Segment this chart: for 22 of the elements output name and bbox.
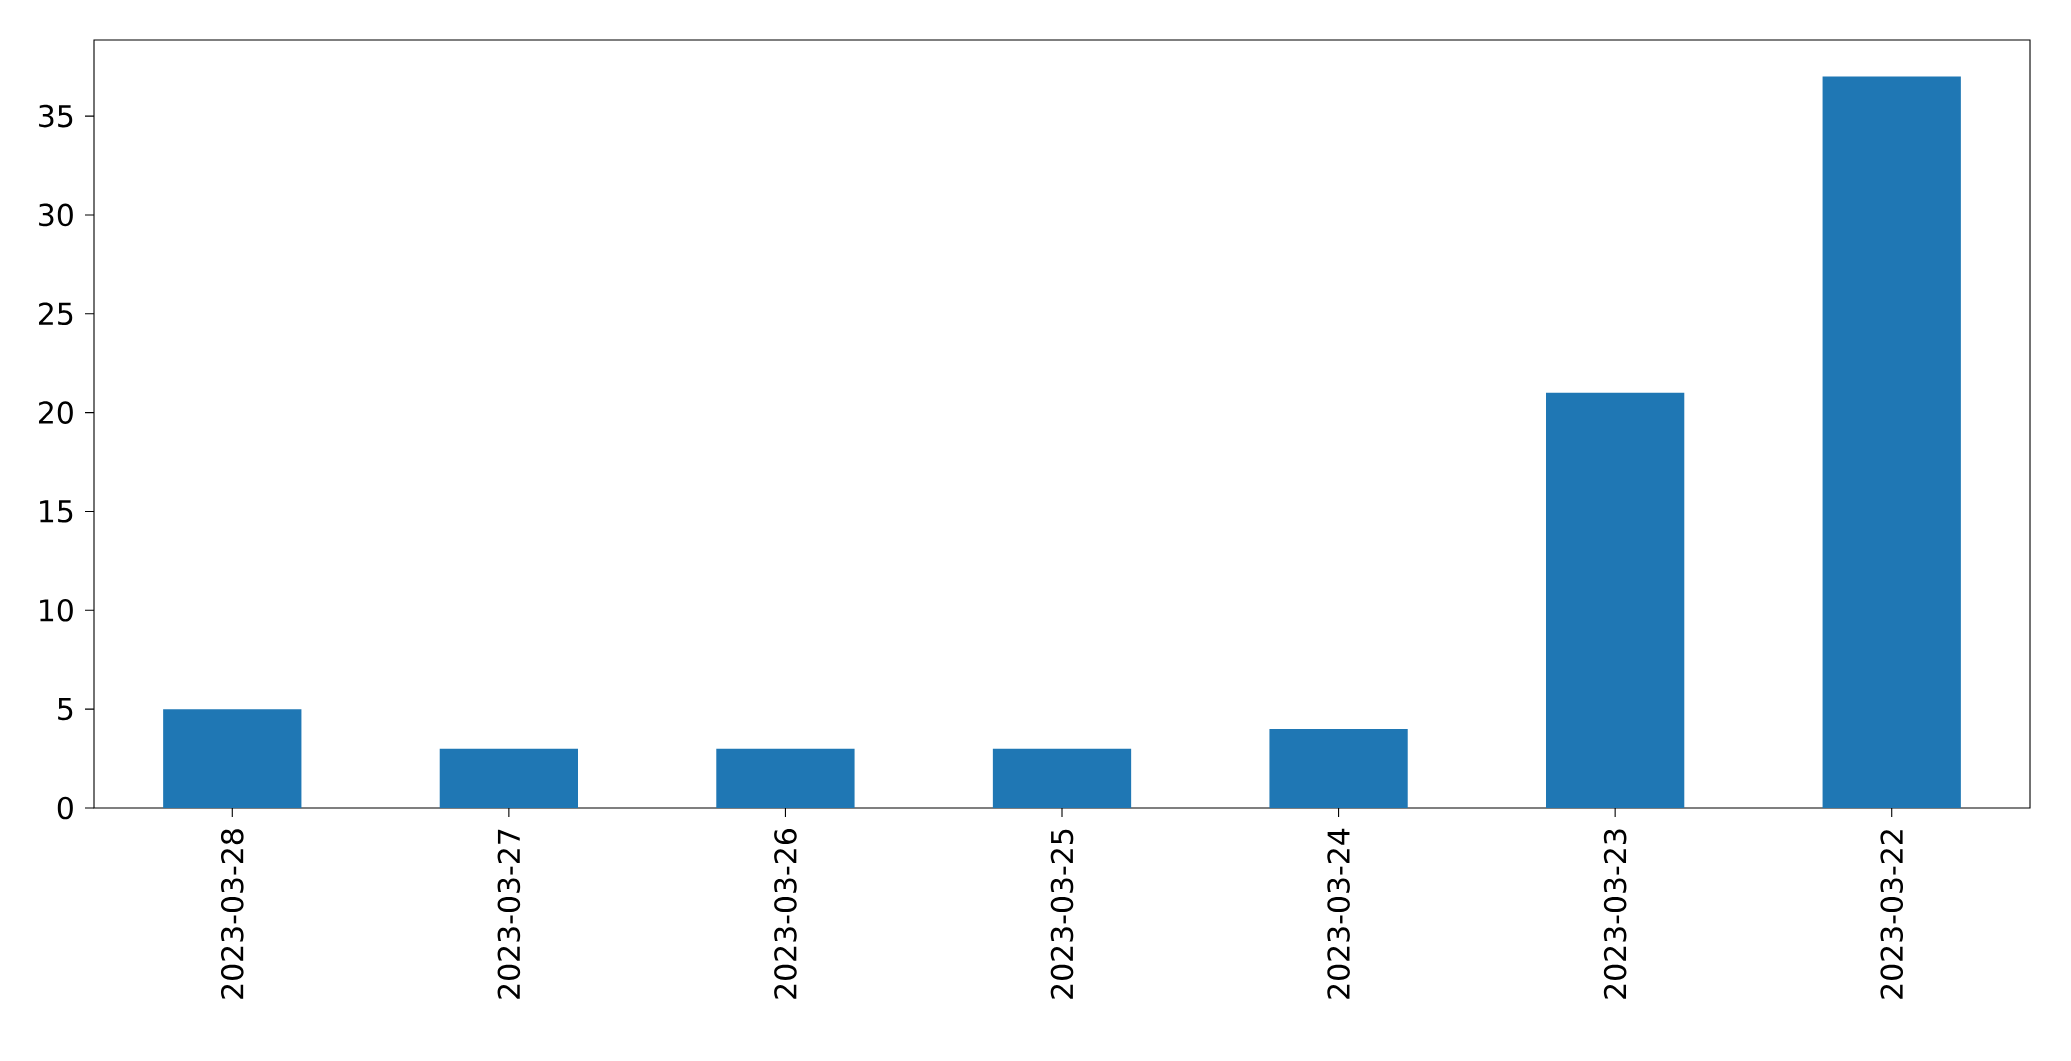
x-tick-label: 2023-03-22: [1880, 830, 1904, 999]
y-tick-label: 5: [58, 698, 73, 721]
y-tick-label: 0: [57, 796, 73, 820]
x-tick-label: 2023-03-26: [774, 829, 797, 999]
x-tick-label: 2023-03-24: [1327, 828, 1350, 999]
bar: [439, 748, 578, 808]
x-tick-label: 2023-03-23: [1603, 829, 1627, 999]
x-tick-label: 2023-03-28: [220, 829, 244, 999]
bar: [992, 748, 1132, 808]
bar: [716, 748, 855, 808]
bar: [1546, 392, 1685, 808]
y-tick-label: 35: [39, 104, 73, 128]
y-tick-label: 30: [39, 203, 73, 227]
y-tick-label: 10: [40, 599, 73, 622]
x-tick-label: 2023-03-27: [497, 829, 521, 999]
y-tick-label: 15: [40, 500, 73, 523]
bar: [1822, 76, 1961, 808]
bar: [163, 709, 302, 808]
x-tick-label: 2023-03-25: [1050, 829, 1074, 999]
bar: [1269, 728, 1408, 808]
y-tick-label: 20: [39, 401, 73, 424]
y-tick-label: 25: [39, 302, 73, 326]
